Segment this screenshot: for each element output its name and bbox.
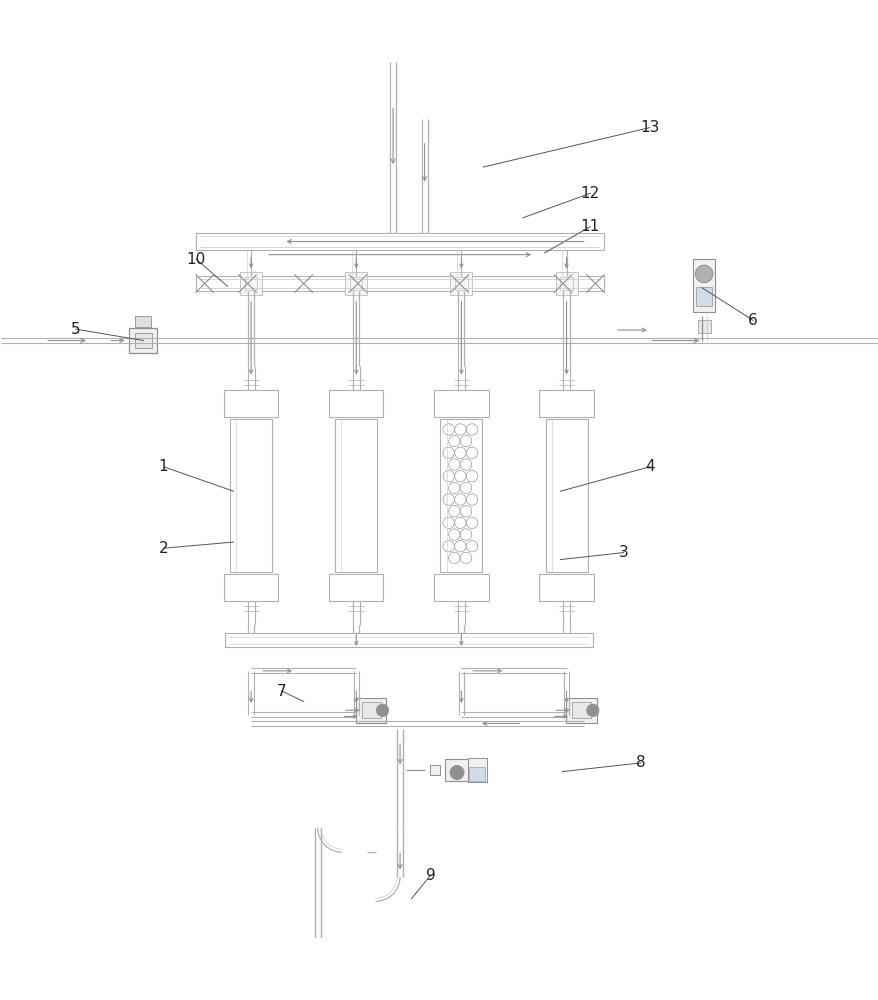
Bar: [224, 390, 278, 417]
Circle shape: [448, 435, 459, 447]
Bar: [545, 419, 587, 572]
Bar: [345, 272, 367, 295]
Text: 1: 1: [159, 459, 168, 474]
Bar: [450, 272, 471, 295]
Bar: [129, 328, 157, 353]
Circle shape: [694, 265, 712, 283]
Bar: [361, 702, 380, 718]
Circle shape: [466, 424, 478, 435]
Circle shape: [443, 424, 454, 435]
Bar: [572, 702, 590, 718]
Bar: [328, 574, 383, 601]
Circle shape: [448, 459, 459, 470]
Bar: [434, 390, 488, 417]
Bar: [555, 272, 577, 295]
Text: 12: 12: [580, 186, 599, 201]
Bar: [196, 276, 603, 291]
Circle shape: [466, 447, 478, 459]
Bar: [349, 277, 362, 290]
Circle shape: [454, 447, 465, 459]
Bar: [245, 277, 257, 290]
Text: 13: 13: [639, 120, 658, 135]
Text: 2: 2: [159, 541, 168, 556]
Circle shape: [466, 541, 478, 552]
Circle shape: [460, 529, 471, 540]
Bar: [539, 574, 593, 601]
Bar: [695, 287, 711, 306]
Bar: [693, 259, 715, 312]
Circle shape: [448, 529, 459, 540]
Circle shape: [460, 552, 471, 564]
Circle shape: [443, 517, 454, 529]
Text: 4: 4: [644, 459, 654, 474]
Circle shape: [466, 494, 478, 505]
Circle shape: [454, 517, 465, 529]
Bar: [328, 390, 383, 417]
Circle shape: [460, 459, 471, 470]
Bar: [135, 316, 151, 327]
Bar: [455, 277, 467, 290]
Circle shape: [466, 470, 478, 482]
Bar: [697, 320, 710, 333]
Bar: [467, 758, 486, 782]
Circle shape: [448, 482, 459, 494]
Bar: [560, 277, 572, 290]
Bar: [335, 419, 377, 572]
Circle shape: [586, 704, 598, 716]
Text: 9: 9: [425, 868, 435, 883]
Bar: [444, 759, 469, 781]
Circle shape: [466, 517, 478, 529]
Circle shape: [448, 552, 459, 564]
Circle shape: [450, 765, 464, 780]
Circle shape: [454, 541, 465, 552]
Bar: [356, 698, 386, 723]
Circle shape: [454, 470, 465, 482]
Circle shape: [443, 494, 454, 505]
Text: 5: 5: [71, 322, 81, 337]
Text: 11: 11: [580, 219, 599, 234]
Circle shape: [443, 541, 454, 552]
Circle shape: [460, 505, 471, 517]
Text: 6: 6: [747, 313, 757, 328]
Bar: [134, 333, 152, 348]
Bar: [196, 233, 603, 250]
Circle shape: [454, 494, 465, 505]
Text: 10: 10: [186, 252, 205, 267]
Circle shape: [376, 704, 388, 716]
Text: 3: 3: [618, 545, 628, 560]
Circle shape: [460, 482, 471, 494]
Circle shape: [443, 470, 454, 482]
Circle shape: [454, 424, 465, 435]
Bar: [469, 767, 485, 781]
Bar: [240, 272, 262, 295]
Bar: [224, 574, 278, 601]
Bar: [565, 698, 596, 723]
Bar: [230, 419, 272, 572]
Text: 8: 8: [636, 755, 645, 770]
Circle shape: [460, 435, 471, 447]
Bar: [429, 765, 440, 775]
Circle shape: [448, 505, 459, 517]
Bar: [539, 390, 593, 417]
Circle shape: [443, 447, 454, 459]
Bar: [440, 419, 482, 572]
Text: 7: 7: [277, 684, 286, 699]
Bar: [225, 633, 592, 647]
Bar: [434, 574, 488, 601]
